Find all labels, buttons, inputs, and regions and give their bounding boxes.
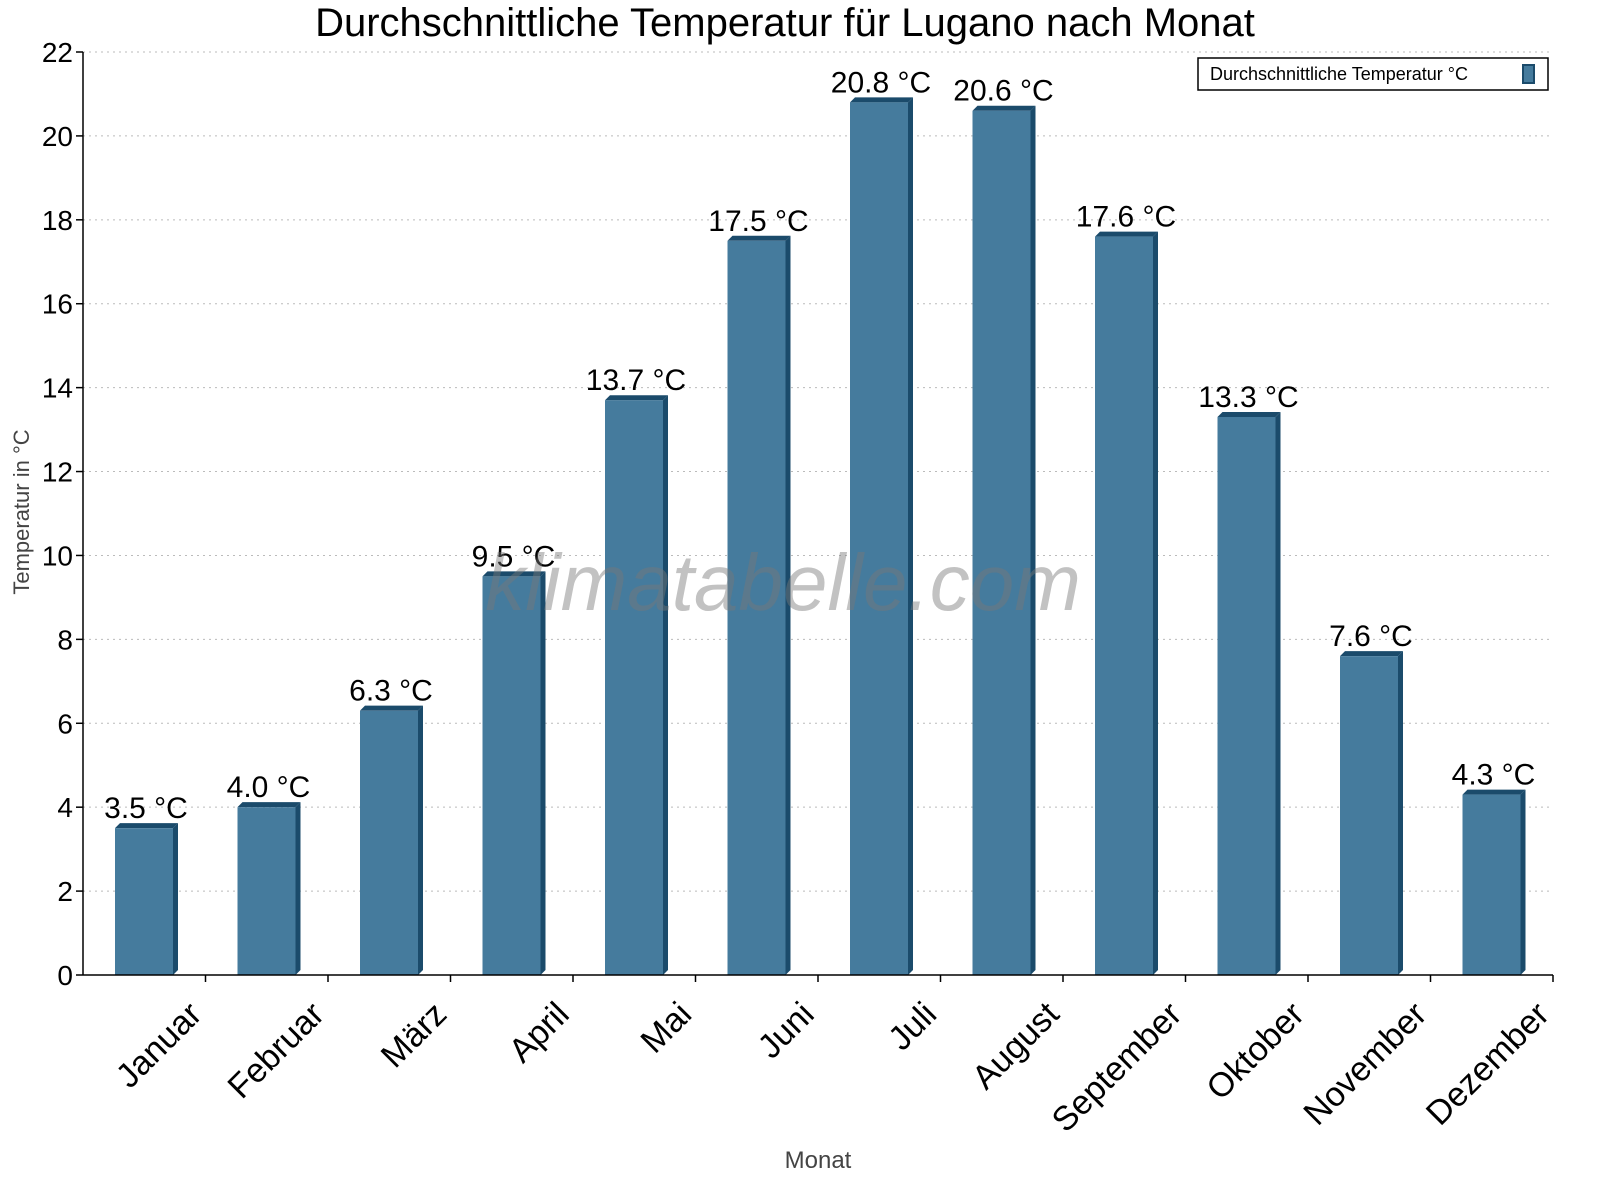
bar (1340, 656, 1398, 975)
bar-side (785, 235, 791, 975)
bar (482, 576, 541, 975)
y-tick-label: 0 (57, 960, 73, 991)
bar-top (1217, 412, 1281, 418)
x-tick-label: Juli (881, 995, 944, 1058)
watermark: klimatabelle.com (485, 538, 1081, 627)
x-tick-label: Juni (751, 995, 822, 1066)
bar-side (418, 705, 423, 975)
bar-top (482, 571, 546, 577)
x-axis-label: Monat (785, 1147, 852, 1174)
bar-side (1520, 789, 1526, 975)
bar-top (972, 105, 1036, 111)
bar-top (727, 235, 791, 241)
bar (237, 807, 296, 975)
data-label: 3.5 °C (104, 792, 188, 825)
x-tick-label: Dezember (1419, 995, 1557, 1133)
bar-top (360, 705, 423, 711)
data-label: 4.0 °C (227, 771, 311, 804)
bar (972, 110, 1031, 975)
bar-side (1398, 651, 1403, 975)
chart-title: Durchschnittliche Temperatur für Lugano … (315, 1, 1255, 45)
data-label: 20.6 °C (953, 75, 1053, 108)
x-tick-label: Mai (634, 995, 700, 1061)
y-tick-label: 8 (57, 624, 73, 655)
data-label: 13.3 °C (1198, 381, 1298, 414)
y-tick-label: 16 (42, 289, 73, 320)
x-tick-label: Oktober (1199, 995, 1311, 1107)
bar-side (173, 823, 178, 975)
y-tick-label: 14 (42, 373, 73, 404)
x-tick-label: August (965, 995, 1067, 1097)
bar (727, 240, 786, 975)
bar-side (1275, 412, 1281, 976)
bar-side (663, 395, 668, 975)
bar-top (1462, 789, 1526, 795)
bar-side (540, 571, 546, 975)
data-label: 7.6 °C (1329, 620, 1413, 653)
x-tick-label: Februar (221, 995, 332, 1106)
bar (1462, 794, 1521, 975)
y-tick-label: 6 (57, 708, 73, 739)
x-tick-label: März (374, 995, 454, 1075)
data-label: 4.3 °C (1452, 759, 1536, 792)
bar-side (295, 802, 301, 975)
bar-top (237, 802, 301, 808)
x-tick-label: November (1296, 995, 1434, 1133)
y-tick-label: 2 (57, 876, 73, 907)
data-label: 6.3 °C (349, 675, 433, 708)
legend-label: Durchschnittliche Temperatur °C (1210, 64, 1468, 84)
bar-top (115, 823, 178, 829)
data-label: 20.8 °C (831, 66, 931, 99)
bar (850, 102, 908, 975)
data-label: 13.7 °C (586, 364, 686, 397)
bar-top (605, 395, 668, 401)
data-label: 17.5 °C (708, 205, 808, 238)
legend-swatch (1522, 64, 1535, 84)
bar-top (1095, 231, 1158, 237)
bar-top (1340, 651, 1403, 657)
bar-top (850, 97, 913, 103)
data-label: 9.5 °C (472, 540, 556, 573)
bar-side (1153, 231, 1158, 976)
bar-side (1030, 105, 1036, 975)
y-tick-label: 18 (42, 205, 73, 236)
y-tick-label: 4 (57, 792, 73, 823)
bar (1217, 417, 1276, 976)
y-tick-label: 22 (42, 37, 73, 68)
y-axis-label: Temperatur in °C (9, 429, 34, 594)
data-label: 17.6 °C (1076, 201, 1176, 234)
bar (605, 400, 663, 975)
y-tick-label: 12 (42, 457, 73, 488)
bar (115, 828, 173, 975)
y-tick-label: 10 (42, 540, 73, 571)
bar (1095, 236, 1153, 976)
y-tick-label: 20 (42, 121, 73, 152)
bar (360, 710, 418, 975)
x-tick-label: Januar (109, 995, 209, 1095)
bar-side (908, 97, 913, 975)
x-tick-label: September (1045, 995, 1189, 1139)
x-tick-label: April (502, 995, 577, 1070)
legend: Durchschnittliche Temperatur °C (1197, 57, 1549, 91)
